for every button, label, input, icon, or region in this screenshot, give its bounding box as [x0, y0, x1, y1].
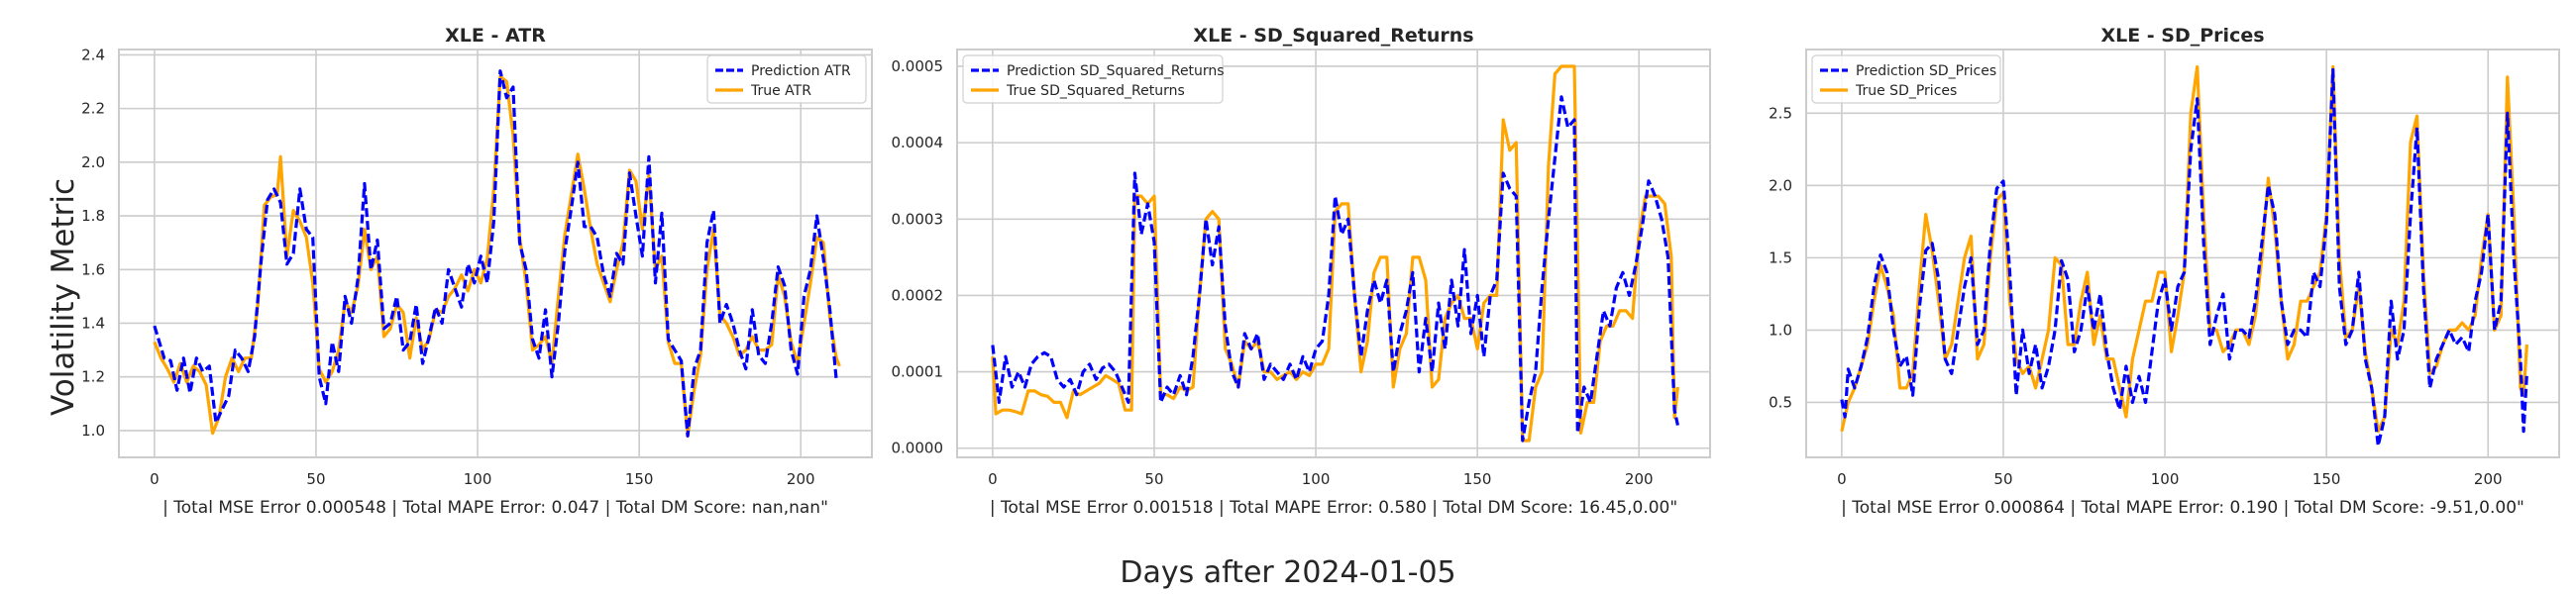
y-tick-label: 2.4	[81, 46, 105, 63]
y-tick-label: 2.0	[81, 153, 105, 171]
x-tick-label: 200	[1625, 470, 1654, 488]
chart-title: XLE - SD_Squared_Returns	[1193, 25, 1473, 47]
chart-panel-1: 0 50 100 150 200 1.0 1.2 1.4 1.6 1.8 2.0 2.2 2.4 XLE …	[81, 25, 873, 518]
y-tick-label: 2.0	[1769, 176, 1792, 194]
legend-box	[706, 54, 867, 104]
y-tick-label: 0.0001	[892, 363, 944, 381]
x-tick-label: 150	[2312, 470, 2341, 488]
x-tick-label: 50	[306, 470, 325, 488]
legend-label: Prediction SD_Squared_Returns	[1007, 63, 1225, 79]
x-axis-label: | Total MSE Error 0.000864 | Total MAPE …	[1841, 498, 2524, 518]
plot-area	[1806, 50, 2559, 457]
x-tick-label: 100	[2151, 470, 2180, 488]
x-axis-label: | Total MSE Error 0.000548 | Total MAPE …	[162, 498, 828, 518]
y-tick-label: 2.2	[81, 100, 105, 118]
x-tick-label: 200	[2474, 470, 2503, 488]
x-tick-label: 200	[787, 470, 815, 488]
y-tick-label: 1.2	[81, 368, 105, 386]
series-line-prediction	[153, 69, 838, 438]
legend-box	[1811, 54, 2001, 104]
legend: Prediction ATR True ATR	[706, 54, 867, 104]
legend-label: Prediction SD_Prices	[1856, 63, 1996, 79]
legend-label: True ATR	[750, 83, 811, 99]
x-tick-label: 0	[988, 470, 998, 488]
x-tick-label: 100	[1302, 470, 1331, 488]
plot-frame	[118, 49, 873, 458]
chart-panel-3: 0 50 100 150 200 0.5 1.0 1.5 2.0 2.5 XLE - SD_Pric…	[1769, 25, 2560, 518]
x-axis-label: | Total MSE Error 0.001518 | Total MAPE …	[990, 498, 1677, 518]
chart-title: XLE - ATR	[445, 25, 546, 47]
legend-label: Prediction ATR	[751, 63, 851, 79]
series-line-prediction	[991, 95, 1679, 443]
y-tick-label: 1.4	[81, 314, 105, 332]
x-tick-label: 50	[1993, 470, 2012, 488]
legend: Prediction SD_Squared_Returns True SD_Squ…	[962, 54, 1225, 104]
x-tick-label: 150	[625, 470, 654, 488]
y-tick-label: 0.0003	[892, 210, 944, 228]
chart-panel-2: 0 50 100 150 200 0.0000 0.0001 0.0002 0.0003 0.00…	[892, 25, 1711, 518]
legend-label: True SD_Prices	[1855, 83, 1957, 99]
legend-box	[962, 54, 1224, 104]
plot-frame	[956, 49, 1711, 458]
legend-label: True SD_Squared_Returns	[1006, 83, 1185, 99]
x-tick-label: 50	[1144, 470, 1163, 488]
y-tick-label: 1.0	[1769, 321, 1792, 339]
y-tick-label: 0.0004	[892, 134, 944, 151]
subplots: 0 50 100 150 200 1.0 1.2 1.4 1.6 1.8 2.0 2.2 2.4 XLE …	[81, 25, 2560, 518]
series-line-prediction	[1840, 67, 2528, 447]
chart-title: XLE - SD_Prices	[2100, 25, 2264, 47]
x-tick-label: 0	[1837, 470, 1847, 488]
x-tick-label: 0	[150, 470, 160, 488]
y-tick-label: 0.0005	[892, 57, 944, 75]
y-tick-label: 0.0002	[892, 286, 944, 304]
y-tick-label: 1.6	[81, 260, 105, 278]
y-tick-label: 0.0000	[892, 440, 944, 457]
series-line-true	[991, 64, 1679, 443]
y-tick-label: 1.5	[1769, 248, 1792, 266]
y-tick-label: 1.8	[81, 207, 105, 225]
legend: Prediction SD_Prices True SD_Prices	[1811, 54, 2001, 104]
x-tick-label: 150	[1463, 470, 1492, 488]
y-tick-label: 1.0	[81, 422, 105, 440]
figure-xlabel: Days after 2024-01-05	[1120, 555, 1455, 590]
plot-frame	[1805, 49, 2560, 458]
y-tick-label: 0.5	[1769, 393, 1792, 411]
x-tick-label: 100	[464, 470, 492, 488]
y-tick-label: 2.5	[1769, 104, 1792, 122]
series-line-true	[1840, 64, 2528, 434]
figure-ylabel: Volatility Metric	[46, 178, 81, 416]
plot-area	[119, 50, 872, 457]
